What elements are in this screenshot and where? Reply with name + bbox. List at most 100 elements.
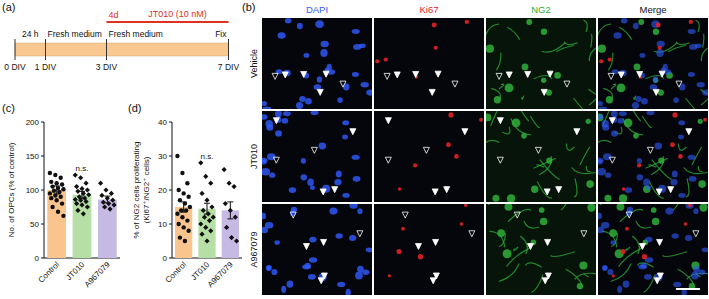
ng2-cell — [586, 180, 594, 188]
data-point — [203, 225, 208, 230]
ng2-process — [574, 98, 588, 109]
arrowhead-filled — [497, 118, 503, 124]
cell-background — [374, 18, 484, 109]
data-point — [208, 228, 213, 233]
dapi-nucleus — [281, 286, 286, 293]
day-tick — [45, 39, 46, 60]
y-tick-label: 40 — [158, 118, 167, 127]
data-point — [49, 196, 53, 200]
data-point — [50, 205, 54, 209]
dapi-nucleus — [301, 158, 306, 164]
timeline-annotation: Fix — [215, 29, 227, 39]
bar — [98, 200, 117, 258]
dapi-nucleus — [670, 179, 677, 185]
arrowhead-filled — [282, 72, 288, 78]
data-point — [203, 174, 208, 179]
arrowhead-open — [290, 212, 296, 218]
arrowhead-filled — [556, 187, 562, 193]
panel-label: (b) — [242, 1, 255, 13]
y-tick-label: 10 — [158, 220, 167, 229]
cell-background — [486, 204, 596, 295]
ng2-cell — [497, 229, 505, 237]
ng2-cell — [522, 64, 529, 71]
ki67-nucleus — [448, 112, 453, 117]
arrowhead-filled — [350, 129, 356, 135]
cell-background — [486, 111, 596, 202]
data-point — [231, 184, 236, 189]
ki67-nucleus — [434, 46, 438, 50]
ng2-cell — [606, 96, 613, 103]
arrowhead-open — [273, 157, 279, 163]
ng2-process — [508, 209, 531, 221]
dapi-nucleus — [262, 227, 268, 233]
y-tick — [169, 258, 172, 259]
ng2-cell — [505, 83, 514, 92]
ng2-cell — [579, 262, 587, 270]
ng2-cell — [698, 180, 706, 188]
y-tick — [41, 224, 44, 225]
timeline-annotation: Fresh medium — [109, 29, 163, 39]
ng2-process — [678, 269, 694, 284]
ki67-nucleus — [625, 227, 629, 231]
ng2-process — [700, 89, 708, 99]
ng2-process — [611, 84, 616, 89]
data-point — [59, 176, 63, 180]
arrowhead-open — [384, 73, 390, 79]
data-point — [109, 191, 114, 196]
data-point — [206, 211, 211, 216]
micrograph-cell — [262, 111, 372, 202]
data-point — [102, 204, 107, 209]
day-label: 7 DIV — [218, 62, 240, 72]
y-tick-label: 100 — [26, 186, 40, 195]
ng2-cell — [505, 204, 513, 211]
ng2-cell — [653, 29, 659, 35]
ng2-process — [566, 144, 574, 151]
ng2-process — [586, 166, 590, 172]
dapi-nucleus — [653, 76, 658, 82]
ng2-process — [642, 116, 651, 127]
dapi-nucleus — [688, 155, 696, 160]
data-point — [178, 235, 182, 239]
column-header: Ki67 — [419, 4, 438, 15]
cell-background — [598, 111, 708, 202]
dapi-nucleus — [678, 120, 685, 125]
ng2-cell — [507, 194, 515, 202]
dapi-nucleus — [342, 120, 349, 125]
y-tick — [41, 258, 44, 259]
data-point — [183, 201, 187, 205]
dapi-nucleus — [643, 178, 650, 186]
arrowhead-open — [608, 73, 614, 79]
data-point — [228, 208, 233, 213]
ng2-process — [686, 179, 689, 197]
ng2-process — [701, 85, 708, 105]
y-tick-label: 20 — [158, 186, 167, 195]
x-tick-label: A967079 — [206, 260, 235, 289]
data-point — [198, 221, 203, 226]
dapi-nucleus — [366, 89, 372, 95]
data-point — [202, 215, 207, 220]
ki67-nucleus — [413, 163, 417, 167]
micrograph-panel: (b)DAPIKi67NG2MergeVehicleJT010A967079 — [242, 1, 709, 296]
micrograph-cell — [374, 111, 484, 202]
dapi-nucleus — [695, 44, 702, 49]
dapi-nucleus — [337, 97, 342, 103]
ng2-process — [537, 182, 551, 199]
data-point — [56, 186, 60, 190]
data-point — [201, 208, 206, 213]
ng2-process — [703, 34, 704, 47]
data-point — [179, 208, 183, 212]
ng2-cell — [604, 195, 611, 202]
ng2-process — [676, 42, 690, 45]
bar — [198, 209, 215, 258]
arrowhead-open — [581, 231, 587, 237]
data-point — [60, 201, 64, 205]
dapi-nucleus — [337, 282, 345, 287]
y-tick — [41, 122, 44, 123]
ng2-process — [499, 264, 519, 282]
dapi-nucleus — [665, 207, 673, 214]
y-tick — [169, 224, 172, 225]
y-tick — [41, 190, 44, 191]
y-tick — [169, 122, 172, 123]
arrowhead-open — [647, 147, 653, 153]
ng2-cell — [546, 158, 552, 164]
